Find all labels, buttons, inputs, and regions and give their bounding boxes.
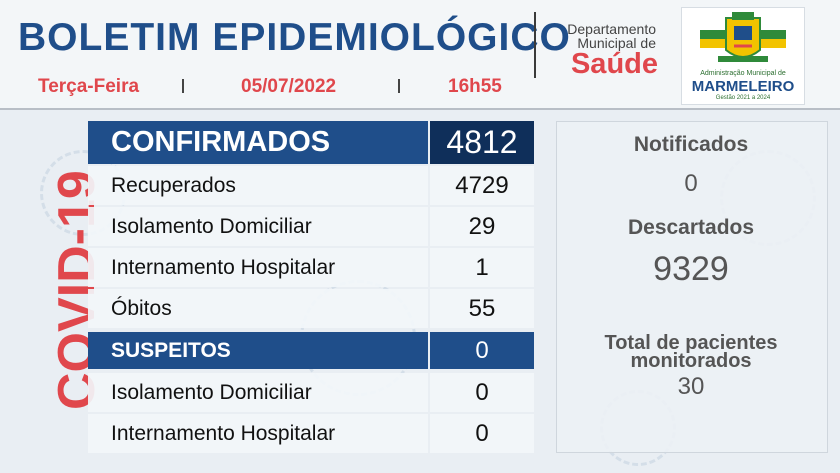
notificados-label: Notificados xyxy=(633,133,749,156)
weekday: Terça-Feira xyxy=(38,76,140,97)
susp-isolamento-value: 0 xyxy=(430,373,534,412)
logo-town: MARMELEIRO xyxy=(691,78,795,95)
recuperados-label: Recuperados xyxy=(88,166,428,205)
suspeitos-value: 0 xyxy=(430,332,534,369)
divider xyxy=(398,79,400,93)
time: 16h55 xyxy=(448,76,502,97)
obitos-value: 55 xyxy=(430,289,534,328)
notificados-value: 0 xyxy=(684,170,698,197)
table-row-susp-isolamento: Isolamento Domiciliar 0 xyxy=(88,373,534,412)
suspeitos-label: SUSPEITOS xyxy=(88,332,428,369)
dept-line1: Departamento xyxy=(567,21,656,37)
department-name: Departamento Municipal de xyxy=(564,22,656,50)
table-row-obitos: Óbitos 55 xyxy=(88,289,534,328)
descartados-label: Descartados xyxy=(627,216,755,239)
susp-isolamento-label: Isolamento Domiciliar xyxy=(88,373,428,412)
table-row-confirmados: CONFIRMADOS 4812 xyxy=(88,121,534,164)
divider xyxy=(182,79,184,93)
table-row-recuperados: Recuperados 4729 xyxy=(88,166,534,205)
header-divider xyxy=(534,12,536,78)
table-row-suspeitos: SUSPEITOS 0 xyxy=(88,332,534,369)
monitorados-label-line1: Total de pacientes xyxy=(604,332,778,354)
monitorados-label-line2: monitorados xyxy=(630,350,752,372)
summary-panel xyxy=(556,121,828,453)
table-row-isolamento: Isolamento Domiciliar 29 xyxy=(88,207,534,246)
date: 05/07/2022 xyxy=(241,76,337,97)
logo-subtitle: Administração Municipal de xyxy=(700,70,786,77)
isolamento-value: 29 xyxy=(430,207,534,246)
susp-internamento-value: 0 xyxy=(430,414,534,453)
isolamento-label: Isolamento Domiciliar xyxy=(88,207,428,246)
coat-of-arms-icon xyxy=(700,12,786,62)
descartados-value: 9329 xyxy=(653,250,729,288)
header-rule xyxy=(0,108,840,110)
confirmados-label: CONFIRMADOS xyxy=(88,121,428,164)
recuperados-value: 4729 xyxy=(430,166,534,205)
susp-internamento-label: Internamento Hospitalar xyxy=(88,414,428,453)
monitorados-value: 30 xyxy=(677,373,705,400)
obitos-label: Óbitos xyxy=(88,289,428,328)
dept-line2: Municipal de xyxy=(577,35,656,51)
saude-label: Saúde xyxy=(570,48,658,80)
table-row-internamento: Internamento Hospitalar 1 xyxy=(88,248,534,287)
table-row-susp-internamento: Internamento Hospitalar 0 xyxy=(88,414,534,453)
internamento-value: 1 xyxy=(430,248,534,287)
internamento-label: Internamento Hospitalar xyxy=(88,248,428,287)
bulletin-title: BOLETIM EPIDEMIOLÓGICO xyxy=(18,16,571,59)
confirmados-value: 4812 xyxy=(430,121,534,164)
municipal-logo: Administração Municipal de MARMELEIRO Ge… xyxy=(681,7,805,105)
logo-term: Gestão 2021 a 2024 xyxy=(715,95,771,101)
